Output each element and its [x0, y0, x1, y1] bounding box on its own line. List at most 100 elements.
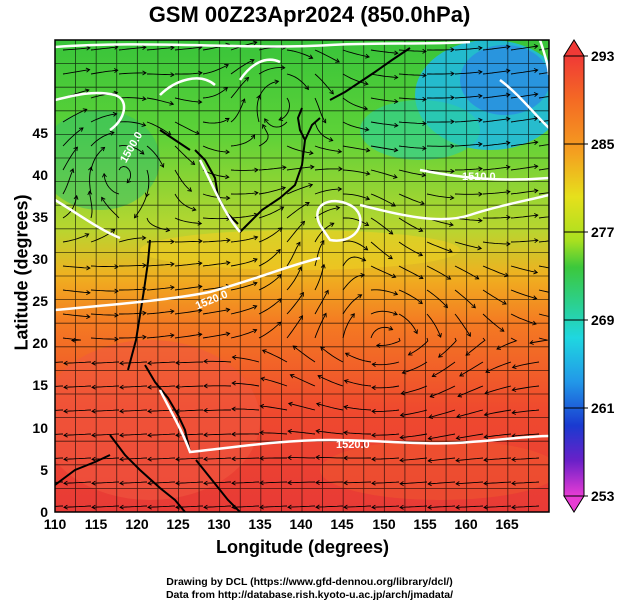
- streamline: [342, 217, 369, 226]
- streamline: [372, 385, 400, 389]
- streamline: [510, 93, 538, 99]
- streamline: [370, 241, 393, 260]
- streamline: [510, 239, 538, 243]
- streamline-arrowhead: [73, 194, 79, 200]
- streamline: [454, 119, 482, 123]
- streamline: [63, 457, 92, 460]
- streamline-arrowhead: [277, 227, 283, 232]
- streamline-arrowhead: [422, 48, 427, 54]
- streamline: [230, 134, 255, 147]
- streamline: [230, 169, 259, 171]
- streamline: [63, 505, 92, 508]
- streamline: [400, 481, 428, 485]
- streamline: [401, 385, 428, 395]
- streamline-arrowhead: [292, 345, 298, 350]
- streamline-arrowhead: [198, 70, 203, 76]
- streamline-arrowhead: [36, 409, 40, 413]
- streamline-arrowhead: [308, 54, 314, 59]
- streamline: [399, 505, 428, 508]
- streamline: [174, 309, 202, 315]
- streamline-arrowhead: [287, 504, 292, 510]
- streamline-arrowhead: [315, 504, 320, 510]
- streamline-arrowhead: [259, 430, 264, 436]
- streamline: [465, 337, 486, 356]
- streamline-arrowhead: [465, 351, 471, 356]
- streamline: [231, 408, 260, 411]
- streamline-arrowhead: [169, 100, 175, 106]
- streamline: [147, 385, 176, 388]
- streamline: [174, 121, 200, 135]
- streamline-arrowhead: [437, 333, 442, 338]
- streamline: [55, 505, 64, 507]
- streamline: [400, 409, 428, 416]
- streamline: [119, 288, 147, 291]
- streamline-arrowhead: [478, 117, 483, 123]
- streamline: [90, 229, 115, 243]
- streamline-arrowhead: [533, 68, 539, 73]
- streamline-arrowhead: [511, 364, 517, 370]
- streamline: [174, 240, 203, 243]
- colorbar-tick: 277: [591, 224, 615, 240]
- streamline-arrowhead: [533, 164, 539, 170]
- streamline: [427, 49, 455, 51]
- streamline-arrowhead: [85, 67, 91, 73]
- streamline-arrowhead: [392, 174, 398, 179]
- streamline-arrowhead: [418, 227, 424, 233]
- streamline: [426, 313, 442, 338]
- streamline-arrowhead: [388, 230, 394, 235]
- streamline-arrowhead: [110, 228, 116, 234]
- streamline: [258, 274, 282, 291]
- streamline-arrowhead: [298, 315, 303, 320]
- y-axis-label: Latitude (degrees): [11, 194, 32, 351]
- streamline-arrowhead: [203, 504, 208, 510]
- streamline-arrowhead: [36, 361, 40, 365]
- streamline-arrowhead: [344, 352, 350, 357]
- streamline-arrowhead: [119, 408, 124, 414]
- streamline-arrowhead: [197, 99, 203, 105]
- streamline-arrowhead: [534, 213, 539, 218]
- streamline: [482, 191, 510, 195]
- streamline: [232, 382, 260, 387]
- streamline: [538, 192, 549, 195]
- streamline-arrowhead: [502, 300, 507, 305]
- y-tick: 35: [32, 209, 48, 225]
- streamline: [89, 167, 92, 195]
- streamline-arrowhead: [324, 289, 329, 295]
- x-tick: 155: [413, 516, 437, 532]
- streamline-arrowhead: [175, 432, 180, 438]
- streamline: [454, 47, 482, 51]
- streamline-arrowhead: [63, 432, 68, 438]
- streamline: [286, 292, 304, 315]
- streamline: [119, 312, 147, 315]
- streamline: [538, 168, 549, 171]
- streamline-arrowhead: [422, 72, 427, 78]
- streamline: [290, 374, 316, 387]
- streamline: [147, 433, 176, 436]
- streamline-arrowhead: [259, 504, 264, 510]
- streamline-arrowhead: [170, 45, 175, 51]
- streamline-arrowhead: [223, 87, 229, 92]
- x-tick: 130: [207, 516, 231, 532]
- streamline: [63, 481, 92, 484]
- streamline: [203, 481, 232, 484]
- streamline-arrowhead: [309, 150, 314, 156]
- streamline-arrowhead: [455, 457, 460, 463]
- streamline-arrowhead: [304, 85, 309, 91]
- streamline-arrowhead: [506, 189, 511, 195]
- streamline: [91, 505, 120, 508]
- streamline: [482, 46, 510, 51]
- streamline-arrowhead: [278, 116, 284, 122]
- streamline: [119, 433, 148, 436]
- streamline: [278, 97, 290, 121]
- streamline: [454, 241, 482, 249]
- streamline: [485, 361, 512, 373]
- streamline-arrowhead: [114, 264, 119, 270]
- streamline: [454, 71, 482, 75]
- streamline: [432, 361, 456, 377]
- streamline-arrowhead: [504, 272, 509, 278]
- streamline: [511, 481, 540, 484]
- streamline-arrowhead: [391, 202, 396, 207]
- streamline: [342, 121, 369, 131]
- streamline: [62, 313, 90, 318]
- streamline-arrowhead: [225, 149, 230, 155]
